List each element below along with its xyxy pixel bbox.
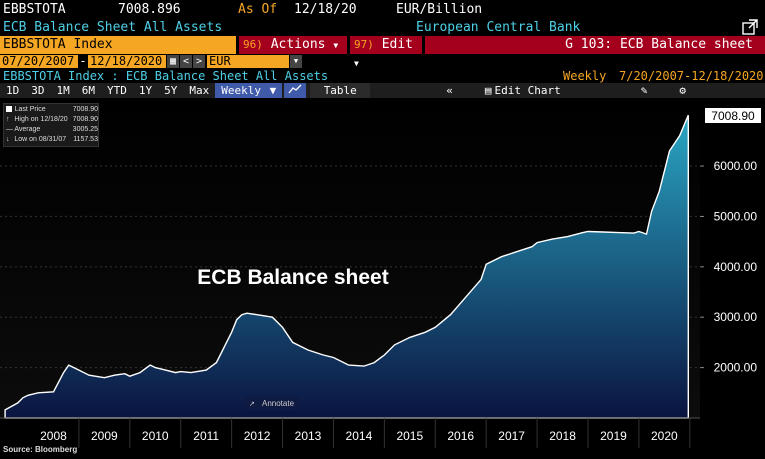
legend-label: Low on 08/31/07	[14, 135, 67, 143]
currency-select[interactable]: EUR	[207, 54, 289, 68]
period-3d[interactable]: 3D	[31, 84, 45, 97]
period-5y[interactable]: 5Y	[164, 84, 178, 97]
edit-shortcut: 97)	[354, 38, 374, 51]
table-button[interactable]: Table	[310, 83, 371, 98]
period-1m[interactable]: 1M	[56, 84, 70, 97]
actions-label: Actions	[270, 37, 326, 52]
gear-icon[interactable]: ⚙	[679, 84, 686, 97]
source-note: Source: Bloomberg	[3, 445, 78, 454]
edit-menu-button[interactable]: 97) Edit ▼	[350, 36, 422, 68]
x-tick-label: 2020	[651, 429, 678, 443]
ticker: EBBSTOTA	[3, 1, 66, 17]
x-tick-label: 2010	[142, 429, 169, 443]
chart-svg: 2000.00 3000.00 4000.00 5000.00 6000.00 2008…	[0, 98, 761, 448]
range-label: 7/20/2007-12/18/2020	[619, 69, 764, 83]
actions-shortcut: 96)	[243, 38, 263, 51]
calendar-icon[interactable]: ▦	[167, 54, 179, 68]
chart-legend: Last Price 7008.90 ↑ High on 12/18/20 70…	[3, 103, 99, 147]
chevron-down-icon: ▼	[354, 59, 359, 68]
pencil-icon[interactable]: ✎	[640, 84, 648, 97]
legend-label: High on 12/18/20	[14, 115, 68, 123]
chevron-down-icon: ▼	[269, 84, 277, 97]
chart-edit-icon: ▤	[484, 84, 492, 97]
legend-item: ↓ Low on 08/31/07 1157.53	[4, 134, 98, 144]
frequency-select-label: Weekly	[221, 84, 261, 97]
chart-description: EBBSTOTA Index : ECB Balance Sheet All A…	[3, 69, 329, 83]
period-ytd[interactable]: YTD	[107, 84, 127, 97]
chart-annotation: ECB Balance sheet	[197, 266, 388, 289]
next-icon[interactable]: >	[193, 54, 205, 68]
line-chart-icon[interactable]	[284, 83, 307, 98]
annotate-icon: ↗	[249, 401, 255, 408]
command-bar: EBBSTOTA Index 96) Actions ▼ 97) Edit ▼ …	[0, 36, 765, 68]
annotate-label: Annotate	[262, 399, 295, 408]
period-1y[interactable]: 1Y	[138, 84, 153, 97]
last-value-tag-text: 7008.90	[711, 109, 755, 123]
prev-icon[interactable]: <	[180, 54, 192, 68]
x-tick-label: 2014	[346, 429, 373, 443]
end-date-input[interactable]: 12/18/2020	[88, 54, 166, 68]
last-value: 7008.896	[118, 1, 181, 17]
y-tick-label: 3000.00	[714, 310, 758, 324]
start-date-input[interactable]: 07/20/2007	[0, 54, 78, 68]
x-tick-label: 2013	[295, 429, 322, 443]
x-tick-label: 2016	[447, 429, 474, 443]
date-range-bar: 07/20/2007 - 12/18/2020 ▦ < > EUR ▼	[0, 54, 765, 68]
period-max[interactable]: Max	[189, 84, 210, 97]
as-of-date: 12/18/20	[294, 1, 357, 17]
double-chevron-left-icon[interactable]: «	[446, 84, 453, 97]
dash-icon: —	[6, 125, 13, 133]
legend-item: ↑ High on 12/18/20 7008.90	[4, 114, 98, 124]
legend-value: 3005.25	[72, 125, 98, 133]
index-field[interactable]: EBBSTOTA Index	[0, 36, 236, 54]
legend-value: 7008.90	[72, 105, 98, 113]
popout-icon[interactable]	[742, 19, 758, 35]
frequency-select[interactable]: Weekly ▼	[215, 83, 283, 98]
source-name: European Central Bank	[416, 19, 581, 35]
legend-swatch-icon	[6, 106, 12, 112]
actions-menu-button[interactable]: 96) Actions ▼	[239, 36, 347, 54]
annotate-button[interactable]: Annotate ↗	[244, 397, 300, 409]
y-tick-label: 5000.00	[714, 209, 758, 223]
as-of-label: As Of	[238, 1, 278, 17]
x-tick-label: 2011	[193, 429, 219, 443]
legend-value: 1157.53	[73, 135, 98, 143]
function-title: G 103: ECB Balance sheet	[425, 36, 765, 54]
x-tick-label: 2019	[600, 429, 627, 443]
edit-label: Edit	[381, 37, 414, 52]
chart-toolbar: 1D 3D 1M 6M YTD 1Y 5Y Max Weekly ▼ Table…	[0, 83, 765, 98]
chart-subtitle-bar: EBBSTOTA Index : ECB Balance Sheet All A…	[0, 69, 765, 83]
legend-label: Average	[14, 125, 41, 133]
x-tick-label: 2008	[40, 429, 67, 443]
x-tick-label: 2017	[498, 429, 525, 443]
arrow-up-icon: ↑	[6, 115, 10, 123]
security-bar: ECB Balance Sheet All Assets European Ce…	[0, 18, 765, 36]
x-tick-label: 2015	[396, 429, 423, 443]
legend-value: 7008.90	[72, 115, 98, 123]
range-dash: -	[79, 54, 87, 68]
frequency-label: Weekly	[563, 69, 607, 83]
x-tick-label: 2009	[91, 429, 118, 443]
chevron-down-icon: ▼	[333, 41, 339, 50]
period-6m[interactable]: 6M	[81, 84, 95, 97]
chart-area: 2000.00 3000.00 4000.00 5000.00 6000.00 2008…	[0, 98, 765, 455]
legend-item: — Average 3005.25	[4, 124, 98, 134]
area-series	[4, 114, 689, 419]
legend-label: Last Price	[14, 105, 46, 113]
period-1d[interactable]: 1D	[6, 84, 20, 97]
y-tick-label: 4000.00	[714, 260, 758, 274]
y-tick-label: 6000.00	[714, 159, 758, 173]
x-tick-label: 2012	[244, 429, 271, 443]
arrow-down-icon: ↓	[6, 135, 10, 143]
last-value-tag: 7008.90	[705, 108, 761, 123]
edit-chart-button[interactable]: ▤ Edit Chart	[479, 83, 567, 98]
x-tick-label: 2018	[549, 429, 576, 443]
chevron-down-icon[interactable]: ▼	[290, 54, 302, 68]
y-tick-label: 2000.00	[714, 361, 758, 375]
header-bar: EBBSTOTA 7008.896 As Of 12/18/20 EUR/Bil…	[0, 0, 765, 18]
edit-chart-label: Edit Chart	[494, 84, 561, 97]
units-label: EUR/Billion	[396, 1, 483, 17]
security-name: ECB Balance Sheet All Assets	[3, 19, 223, 35]
legend-item: Last Price 7008.90	[4, 104, 98, 114]
